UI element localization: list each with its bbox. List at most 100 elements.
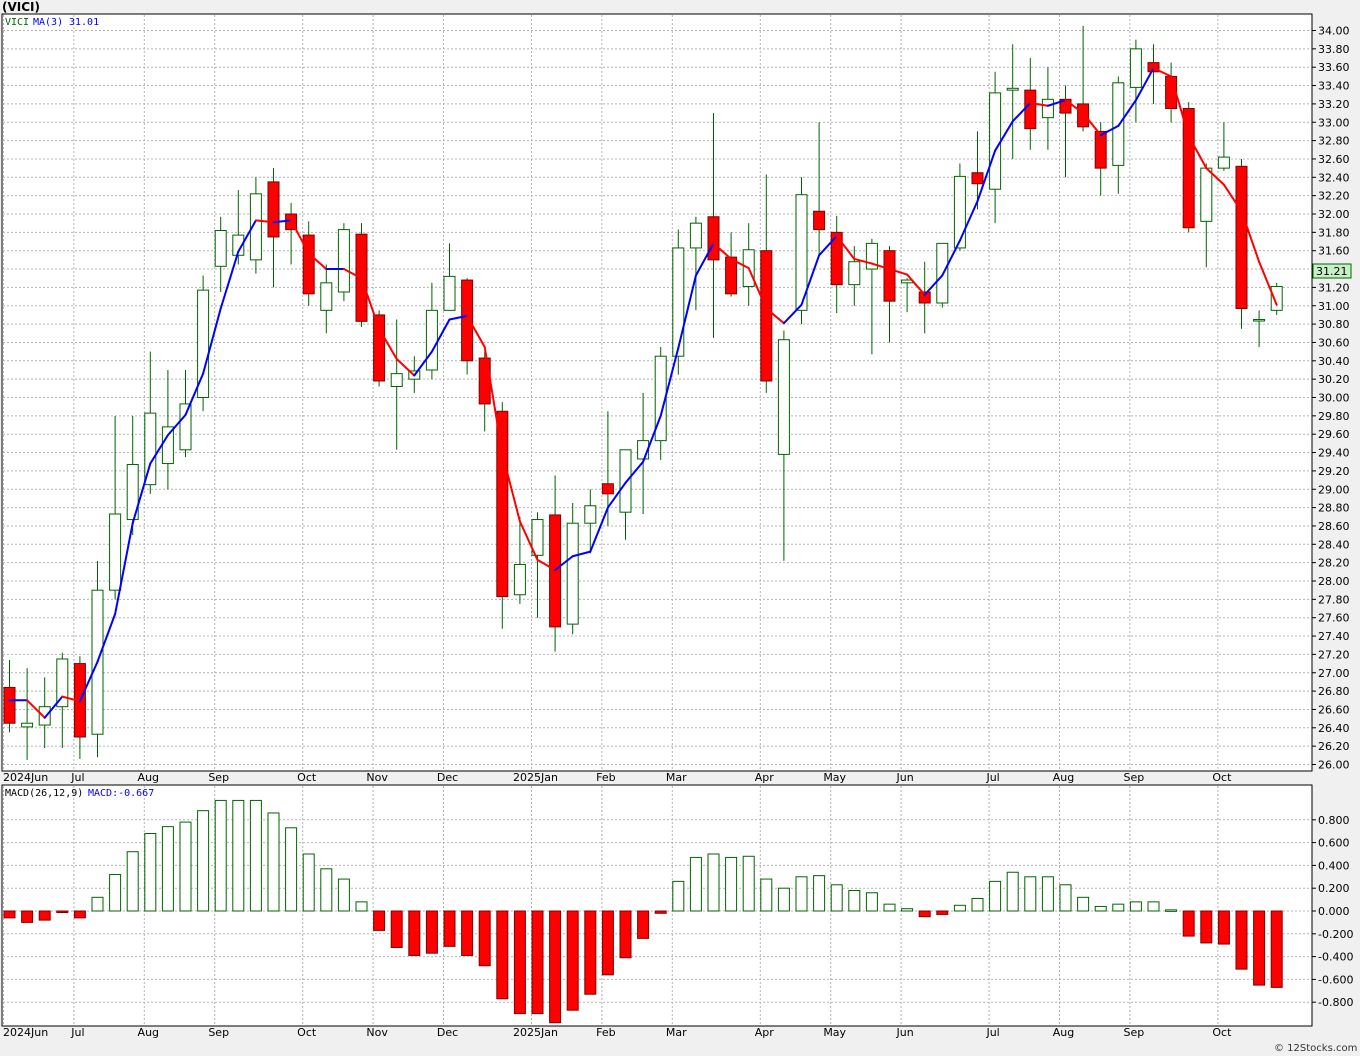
macd-bar: [126, 851, 139, 912]
macd-bar: [161, 826, 174, 912]
price-tick-label: 29.00: [1318, 483, 1350, 496]
price-tick-label: 33.20: [1318, 98, 1350, 111]
macd-bar: [1006, 871, 1019, 912]
price-tick-label: 30.80: [1318, 318, 1350, 331]
month-label: May: [823, 771, 846, 784]
ma3-segment: [1117, 99, 1137, 127]
macd-bar: [1253, 910, 1266, 986]
ma3-segment: [307, 252, 328, 271]
candle-body: [214, 230, 227, 267]
price-tick-label: 29.80: [1318, 410, 1350, 423]
candle-body: [197, 289, 210, 398]
ma3-segment: [501, 452, 521, 523]
ma3-segment: [1205, 167, 1225, 186]
candle-body: [953, 175, 966, 249]
macd-tick-label: 0.000: [1318, 905, 1350, 918]
macd-bar: [672, 880, 685, 912]
candle-body: [38, 706, 51, 726]
macd-bar: [901, 908, 914, 912]
ma3-segment: [61, 695, 81, 703]
macd-bar: [742, 855, 755, 912]
macd-bar: [1059, 884, 1072, 912]
macd-bar: [197, 810, 210, 912]
ma3-segment: [518, 520, 539, 561]
month-label: Apr: [755, 771, 775, 784]
ma3-segment: [342, 268, 363, 280]
candle-body: [3, 686, 16, 724]
macd-bar: [355, 901, 368, 912]
macd-bar: [725, 856, 738, 912]
macd-month-label: 2024Jun: [3, 1026, 48, 1039]
price-tick-label: 30.40: [1318, 355, 1350, 368]
macd-bar: [1235, 910, 1248, 970]
month-label: Jun: [896, 771, 914, 784]
macd-month-label: Oct: [297, 1026, 317, 1039]
ma3-segment: [853, 257, 873, 265]
price-tick-label: 33.00: [1318, 116, 1350, 129]
price-tick-label: 28.80: [1318, 502, 1350, 515]
ma3-segment: [1170, 75, 1190, 138]
month-label: Oct: [1212, 771, 1232, 784]
price-tick-label: 27.00: [1318, 667, 1350, 680]
ma3-segment: [1222, 183, 1243, 213]
macd-bar: [513, 910, 526, 1015]
last-price-box: [1312, 263, 1352, 279]
candle-body: [795, 194, 808, 311]
candle-body: [161, 426, 174, 465]
price-tick-label: 26.80: [1318, 685, 1350, 698]
macd-bar: [3, 910, 16, 919]
macd-bar: [1147, 901, 1160, 912]
macd-bar: [760, 878, 773, 912]
candle-body: [531, 519, 544, 556]
last-price-label: 31.21: [1316, 265, 1348, 278]
ma3-segment: [272, 219, 293, 224]
ma3-segment: [800, 254, 821, 306]
ma3-segment: [606, 481, 627, 509]
macd-month-label: Sep: [1124, 1026, 1145, 1039]
macd-bar: [1094, 905, 1107, 912]
ma3-segment: [26, 699, 46, 719]
macd-bar: [373, 910, 386, 931]
month-label: Jul: [70, 771, 84, 784]
candle-body: [830, 231, 843, 286]
legend-macd-params: MACD(26,12,9): [5, 788, 83, 799]
ma3-segment: [1187, 135, 1208, 170]
candle-body: [249, 193, 262, 261]
month-label: Dec: [437, 771, 458, 784]
candle-body: [918, 291, 931, 304]
month-label: Mar: [666, 771, 687, 784]
macd-bar: [21, 910, 34, 923]
macd-bar: [232, 799, 245, 912]
price-tick-label: 26.00: [1318, 759, 1350, 772]
macd-bar: [1200, 910, 1213, 944]
macd-month-label: Jun: [896, 1026, 914, 1039]
price-tick-label: 34.00: [1318, 25, 1350, 38]
ma3-segment: [1134, 67, 1155, 102]
ma3-segment: [712, 242, 733, 260]
macd-tick-label: 0.800: [1318, 814, 1350, 827]
price-tick-label: 26.40: [1318, 722, 1350, 735]
candle-body: [883, 250, 896, 302]
candle-body: [619, 449, 632, 513]
macd-bar: [584, 910, 597, 995]
macd-bar: [865, 892, 878, 912]
candle-body: [1270, 285, 1283, 311]
month-label: Oct: [297, 771, 317, 784]
macd-tick-label: -0.400: [1318, 951, 1353, 964]
ma3-segment: [782, 303, 803, 325]
macd-bar: [56, 910, 69, 913]
macd-bar: [38, 910, 51, 921]
macd-bar: [285, 827, 298, 912]
macd-bar: [953, 904, 966, 912]
candle-body: [760, 250, 773, 382]
macd-bar: [918, 910, 931, 918]
candle-body: [320, 282, 333, 311]
ma3-segment: [536, 558, 557, 571]
ma3-segment: [906, 273, 926, 296]
ma3-segment: [765, 307, 785, 325]
candle-body: [1112, 82, 1125, 166]
ma3-segment: [413, 350, 433, 377]
ma3-segment: [554, 555, 574, 571]
ma3-segment: [290, 219, 310, 255]
